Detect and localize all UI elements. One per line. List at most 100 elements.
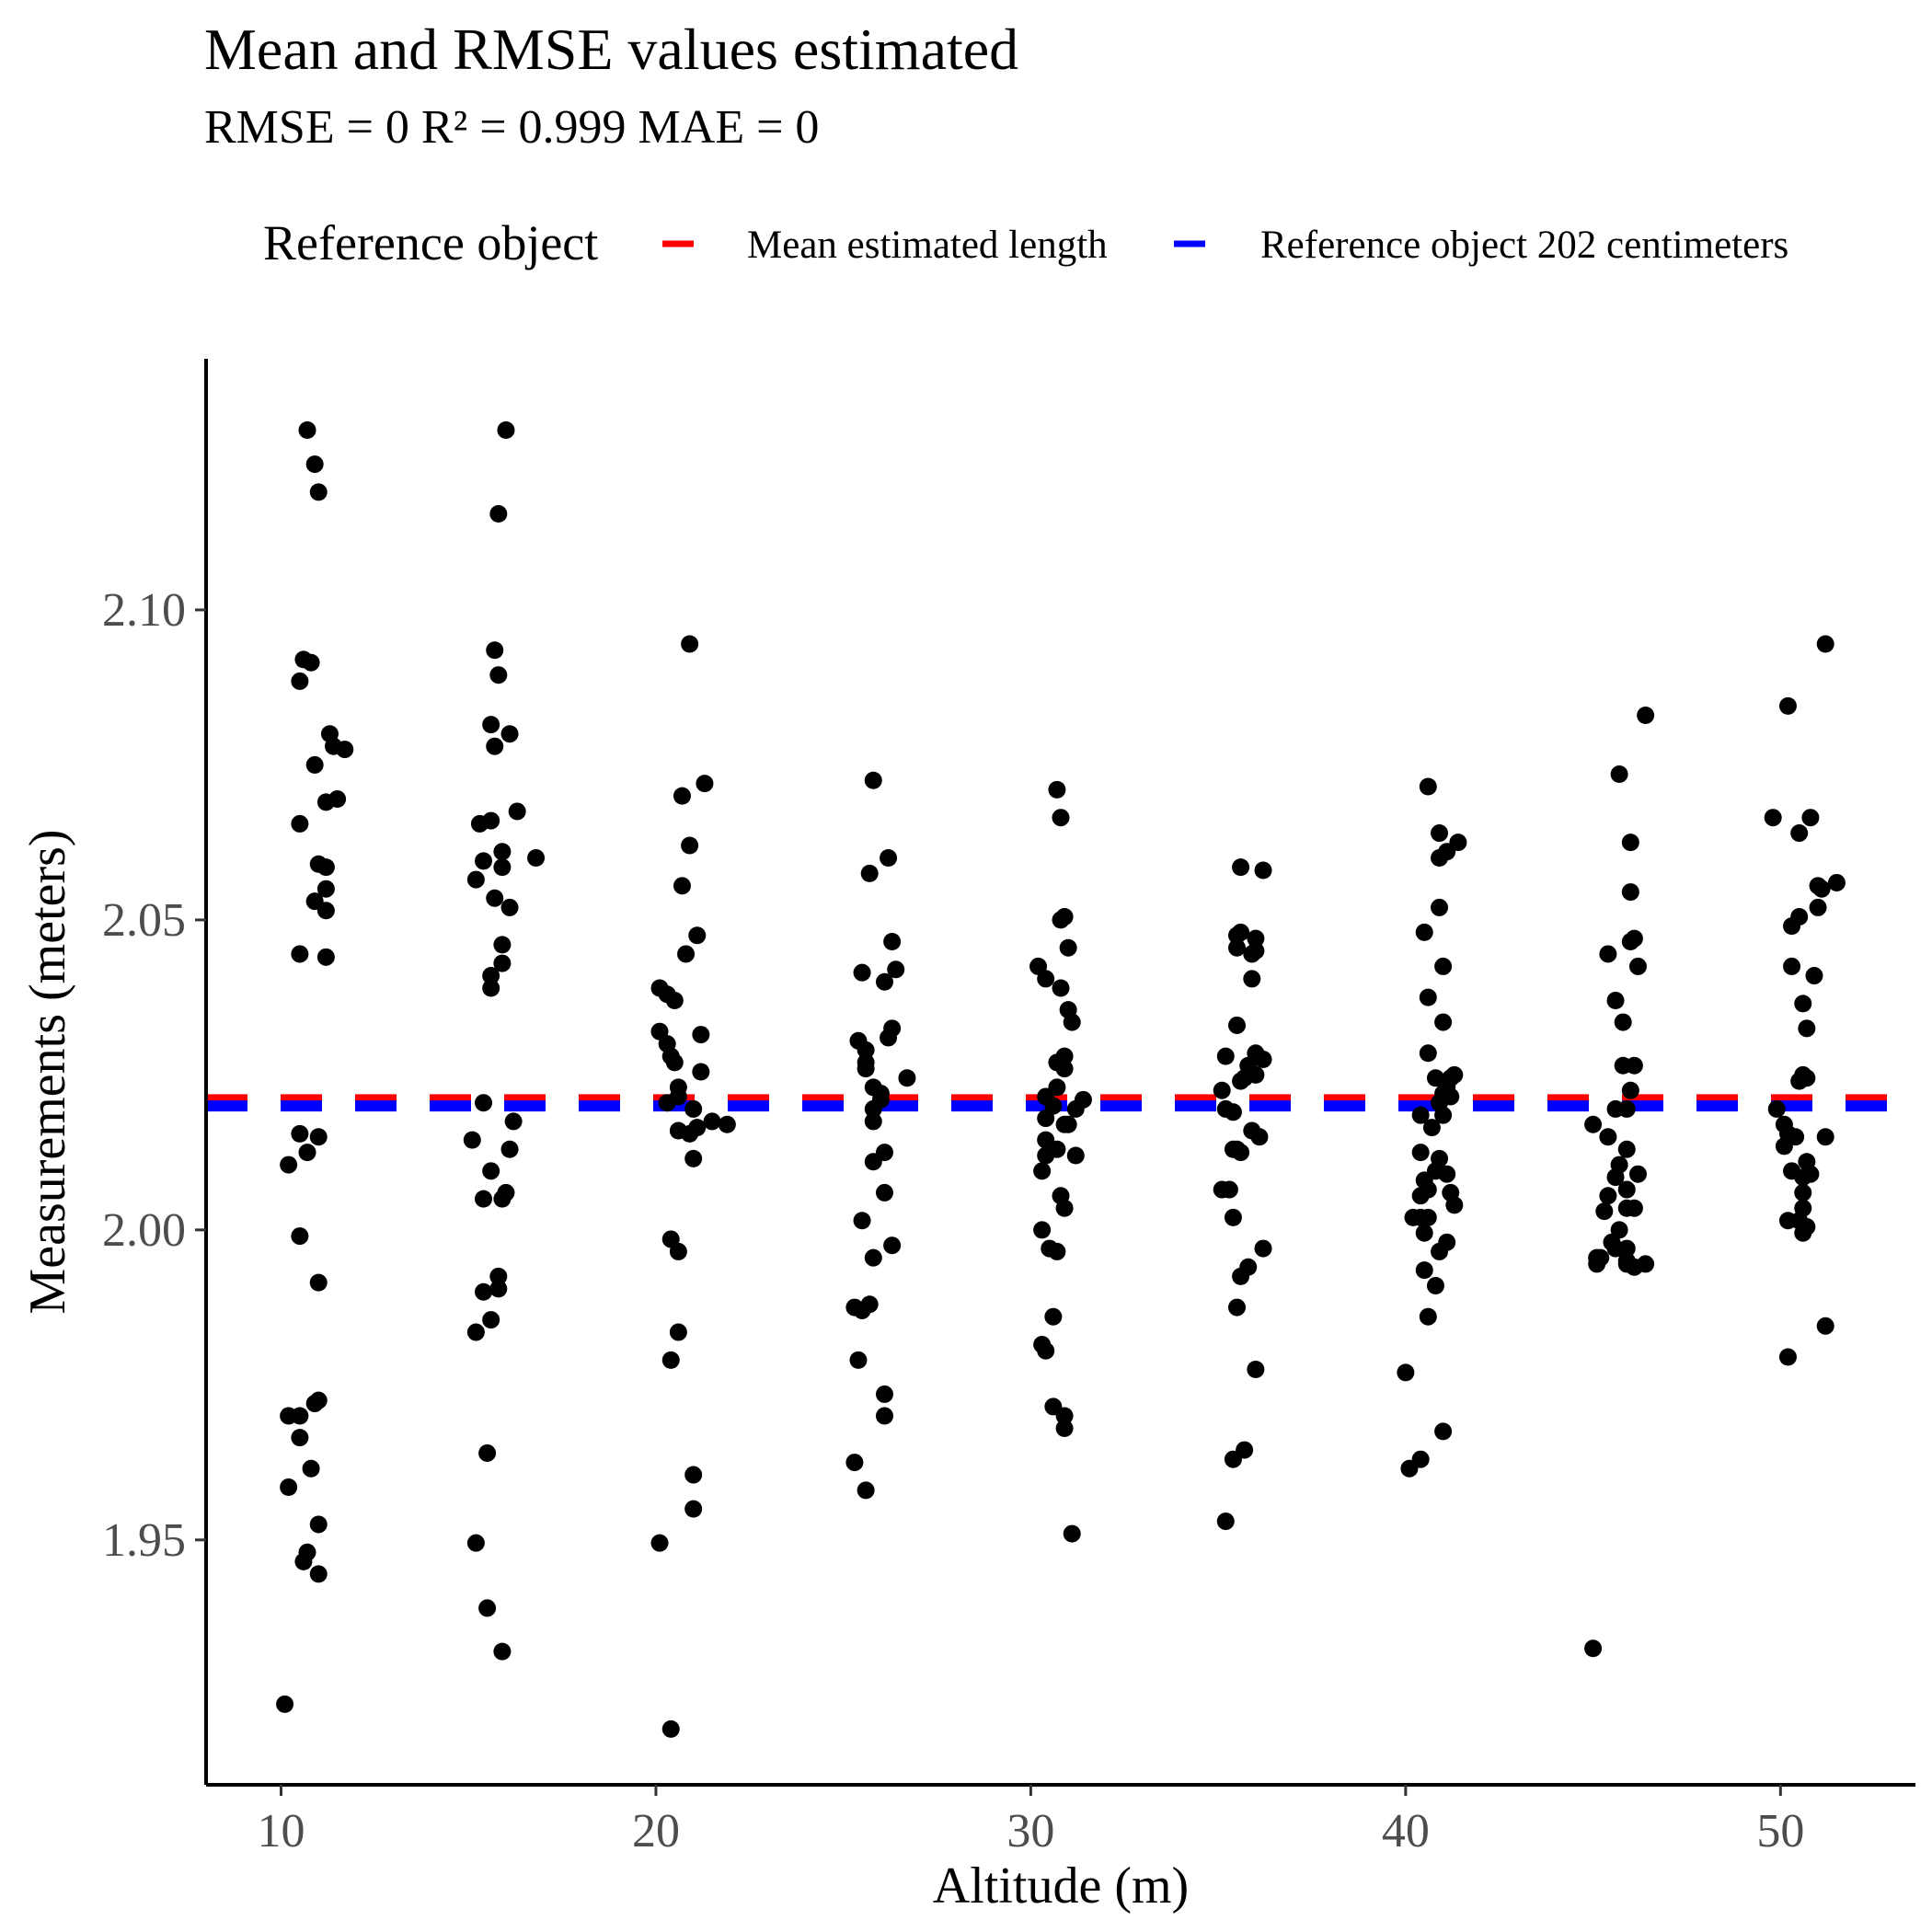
data-point xyxy=(1778,696,1797,715)
y-tick-label: 2.00 xyxy=(102,1204,186,1257)
data-point xyxy=(325,737,343,755)
x-axis-title: Altitude (m) xyxy=(933,1857,1189,1915)
data-point xyxy=(493,936,512,954)
data-point xyxy=(1816,1317,1834,1335)
data-point xyxy=(1584,1115,1603,1133)
data-point xyxy=(684,1149,703,1167)
data-point xyxy=(875,1407,893,1425)
data-point xyxy=(1783,917,1801,936)
data-point xyxy=(504,1112,523,1131)
legend: Reference object Mean estimated length R… xyxy=(263,215,1788,270)
data-point xyxy=(1812,880,1831,898)
data-point xyxy=(1411,1187,1430,1205)
data-point xyxy=(466,1323,485,1341)
data-point xyxy=(1063,1013,1081,1031)
data-point xyxy=(1254,1051,1272,1069)
data-point xyxy=(291,1124,309,1143)
data-point xyxy=(1232,1267,1250,1285)
data-point xyxy=(309,483,328,501)
data-point xyxy=(1794,1224,1812,1242)
data-point xyxy=(1637,707,1655,724)
data-point xyxy=(1055,1199,1074,1217)
data-point xyxy=(658,1094,676,1112)
data-point xyxy=(853,963,871,982)
chart-title: Mean and RMSE values estimated xyxy=(204,17,1018,82)
data-point xyxy=(1621,834,1639,852)
data-point xyxy=(1816,1128,1834,1146)
data-point xyxy=(1400,1459,1419,1478)
data-point xyxy=(1228,1298,1247,1317)
data-points xyxy=(276,421,1846,1738)
data-point xyxy=(309,1273,328,1292)
data-point xyxy=(1055,1060,1074,1078)
data-point xyxy=(857,1041,875,1059)
data-point xyxy=(1415,1261,1433,1280)
data-point xyxy=(482,967,500,985)
data-point xyxy=(1801,809,1820,827)
data-point xyxy=(1599,945,1617,963)
x-tick-label: 10 xyxy=(257,1805,305,1857)
data-point xyxy=(493,1190,512,1208)
data-point xyxy=(475,1094,493,1112)
data-point xyxy=(669,1323,687,1341)
data-point xyxy=(466,1534,485,1552)
data-point xyxy=(1625,1199,1643,1217)
data-point xyxy=(1434,1013,1453,1031)
data-point xyxy=(1044,1307,1063,1326)
data-point xyxy=(853,1212,871,1230)
data-point xyxy=(298,1144,316,1162)
data-point xyxy=(677,945,696,963)
data-point xyxy=(478,1599,497,1617)
data-point xyxy=(681,836,699,855)
data-point xyxy=(681,1124,699,1143)
data-point xyxy=(486,737,504,755)
data-point xyxy=(489,666,508,684)
data-point xyxy=(493,1642,512,1661)
data-point xyxy=(316,902,335,920)
data-point xyxy=(316,948,335,966)
data-point xyxy=(291,945,309,963)
data-point xyxy=(898,1069,916,1087)
data-point xyxy=(1816,635,1834,653)
data-point xyxy=(1247,1360,1265,1378)
x-tick-label: 30 xyxy=(1006,1805,1054,1857)
data-point xyxy=(1610,765,1628,784)
data-point xyxy=(276,1695,294,1713)
data-point xyxy=(302,653,320,672)
data-point xyxy=(280,1156,298,1174)
data-point xyxy=(497,421,515,439)
data-point xyxy=(1778,1348,1797,1366)
data-point xyxy=(661,1719,680,1738)
data-point xyxy=(1606,1168,1625,1187)
data-point xyxy=(1617,1180,1636,1199)
data-point xyxy=(864,1248,882,1267)
data-point xyxy=(1775,1137,1793,1156)
data-point xyxy=(1621,1081,1639,1099)
data-point xyxy=(489,504,508,523)
data-point xyxy=(1628,957,1647,975)
data-point xyxy=(1247,929,1265,948)
data-point xyxy=(1411,1144,1430,1162)
data-point xyxy=(1606,1099,1625,1118)
data-point xyxy=(482,1162,500,1180)
data-point xyxy=(681,635,699,653)
data-point xyxy=(291,1227,309,1246)
data-point xyxy=(692,1063,710,1081)
data-point xyxy=(316,858,335,877)
data-point xyxy=(849,1351,868,1369)
x-tick-label: 20 xyxy=(632,1805,680,1857)
data-point xyxy=(1048,780,1066,799)
data-point xyxy=(482,1311,500,1329)
data-point xyxy=(1426,1277,1444,1294)
data-point xyxy=(328,789,347,808)
data-point xyxy=(1798,1019,1816,1038)
data-point xyxy=(1228,926,1247,945)
data-point xyxy=(1037,1341,1055,1360)
data-point xyxy=(875,1183,893,1202)
data-point xyxy=(1048,1242,1066,1260)
data-point xyxy=(1224,1450,1242,1468)
data-point xyxy=(1783,957,1801,975)
data-point xyxy=(1059,938,1077,957)
data-point xyxy=(1254,861,1272,880)
data-point xyxy=(1621,932,1639,950)
